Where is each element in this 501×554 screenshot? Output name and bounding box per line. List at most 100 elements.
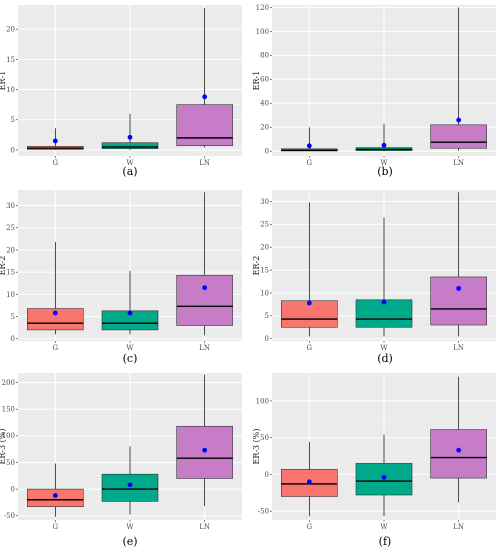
x-tick-label: G bbox=[53, 344, 59, 352]
mean-point bbox=[306, 143, 312, 149]
box-W bbox=[355, 434, 413, 517]
panel-caption: (b) bbox=[377, 165, 393, 178]
mean-point bbox=[381, 142, 387, 148]
x-tick-label: W bbox=[126, 159, 134, 167]
box-G bbox=[281, 442, 338, 517]
panel-caption: (f) bbox=[379, 535, 392, 548]
y-tick-label: 0 bbox=[11, 146, 15, 154]
mean-point bbox=[202, 94, 208, 100]
y-tick-label: 10 bbox=[6, 86, 15, 94]
panel-caption: (c) bbox=[123, 352, 138, 365]
x-tick-label: W bbox=[126, 344, 134, 352]
y-axis-label: ER-3 (%) bbox=[0, 428, 7, 464]
mean-point bbox=[52, 310, 58, 316]
box-LN bbox=[430, 192, 487, 337]
box-W bbox=[101, 113, 159, 150]
y-axis-label: ER-2 bbox=[252, 256, 261, 276]
box-LN bbox=[176, 374, 233, 507]
y-tick-label: 150 bbox=[2, 406, 15, 414]
box-W bbox=[101, 446, 159, 515]
panel-d: 0 5 10 15 20 25 30 G W LN ER-2 (d) bbox=[252, 190, 496, 365]
mean-point bbox=[127, 134, 133, 140]
x-tick-label: LN bbox=[199, 523, 210, 531]
mean-point bbox=[52, 138, 58, 144]
y-tick-label: 100 bbox=[256, 397, 269, 405]
x-tick-label: G bbox=[53, 159, 59, 167]
y-tick-label: 0 bbox=[11, 335, 15, 343]
y-tick-label: 80 bbox=[260, 52, 269, 60]
y-tick-label: 30 bbox=[260, 198, 269, 206]
y-tick-label: 10 bbox=[6, 291, 15, 299]
x-tick-label: W bbox=[380, 159, 388, 167]
y-tick-label: 5 bbox=[11, 116, 15, 124]
x-tick-label: G bbox=[307, 159, 313, 167]
y-tick-label: 0 bbox=[11, 486, 15, 494]
x-tick-label: W bbox=[380, 523, 388, 531]
y-tick-label: 5 bbox=[265, 312, 269, 320]
panel-caption: (e) bbox=[122, 535, 137, 548]
mean-point bbox=[381, 474, 387, 480]
mean-point bbox=[202, 447, 208, 453]
x-tick-label: LN bbox=[199, 159, 210, 167]
mean-point bbox=[381, 299, 387, 305]
mean-point bbox=[306, 479, 312, 485]
panel-b: 0 20 40 60 80 100 120 G W LN ER-1 (b) bbox=[252, 4, 496, 178]
box-W bbox=[355, 123, 413, 152]
y-tick-label: 50 bbox=[6, 459, 15, 467]
y-axis-label: ER-1 bbox=[0, 71, 7, 91]
y-axis-label: ER-1 bbox=[252, 71, 261, 91]
x-tick-label: G bbox=[307, 523, 313, 531]
y-tick-label: 15 bbox=[6, 269, 15, 277]
box-iqr bbox=[101, 473, 159, 502]
box-G bbox=[27, 241, 84, 335]
x-tick-label: LN bbox=[453, 344, 464, 352]
y-tick-label: 0 bbox=[265, 471, 269, 479]
y-tick-label: 40 bbox=[260, 100, 269, 108]
y-tick-label: 30 bbox=[6, 202, 15, 210]
mean-point bbox=[456, 447, 462, 453]
box-iqr bbox=[27, 308, 84, 331]
box-W bbox=[101, 270, 159, 335]
panel-c: 0 5 10 15 20 25 30 G W LN ER-2 (c) bbox=[0, 190, 242, 365]
x-tick-label: G bbox=[307, 344, 313, 352]
box-LN bbox=[176, 192, 233, 336]
y-tick-label: 200 bbox=[2, 379, 15, 387]
box-LN bbox=[430, 376, 487, 503]
box-iqr bbox=[430, 429, 487, 479]
box-G bbox=[27, 128, 84, 150]
y-tick-label: 60 bbox=[260, 76, 269, 84]
box-iqr bbox=[176, 274, 233, 326]
box-iqr bbox=[430, 276, 487, 326]
y-tick-label: 20 bbox=[260, 124, 269, 132]
panel-a: 0 5 10 15 20 G W LN ER-1 (a) bbox=[0, 5, 242, 178]
y-tick-label: 5 bbox=[11, 313, 15, 321]
mean-point bbox=[127, 482, 133, 488]
y-tick-label: 20 bbox=[6, 26, 15, 34]
x-tick-label: W bbox=[380, 344, 388, 352]
mean-point bbox=[306, 300, 312, 306]
box-iqr bbox=[430, 124, 487, 149]
box-G bbox=[281, 127, 338, 152]
y-tick-label: -50 bbox=[4, 512, 15, 520]
y-tick-label: -50 bbox=[258, 508, 269, 516]
box-LN bbox=[430, 7, 487, 151]
y-tick-label: 20 bbox=[6, 246, 15, 254]
y-tick-label: 50 bbox=[260, 434, 269, 442]
box-LN bbox=[176, 8, 233, 148]
y-tick-label: 25 bbox=[6, 224, 15, 232]
y-tick-label: 100 bbox=[2, 432, 15, 440]
box-iqr bbox=[176, 104, 233, 147]
y-tick-label: 10 bbox=[260, 289, 269, 297]
mean-point bbox=[456, 285, 462, 291]
panel-caption: (a) bbox=[122, 165, 137, 178]
y-axis-label: ER-2 bbox=[0, 256, 7, 276]
mean-point bbox=[52, 493, 58, 498]
y-tick-label: 0 bbox=[265, 335, 269, 343]
mean-point bbox=[202, 285, 208, 291]
x-tick-label: W bbox=[126, 523, 134, 531]
y-tick-label: 20 bbox=[260, 244, 269, 252]
y-tick-label: 100 bbox=[256, 28, 269, 36]
panel-caption: (d) bbox=[377, 352, 393, 365]
